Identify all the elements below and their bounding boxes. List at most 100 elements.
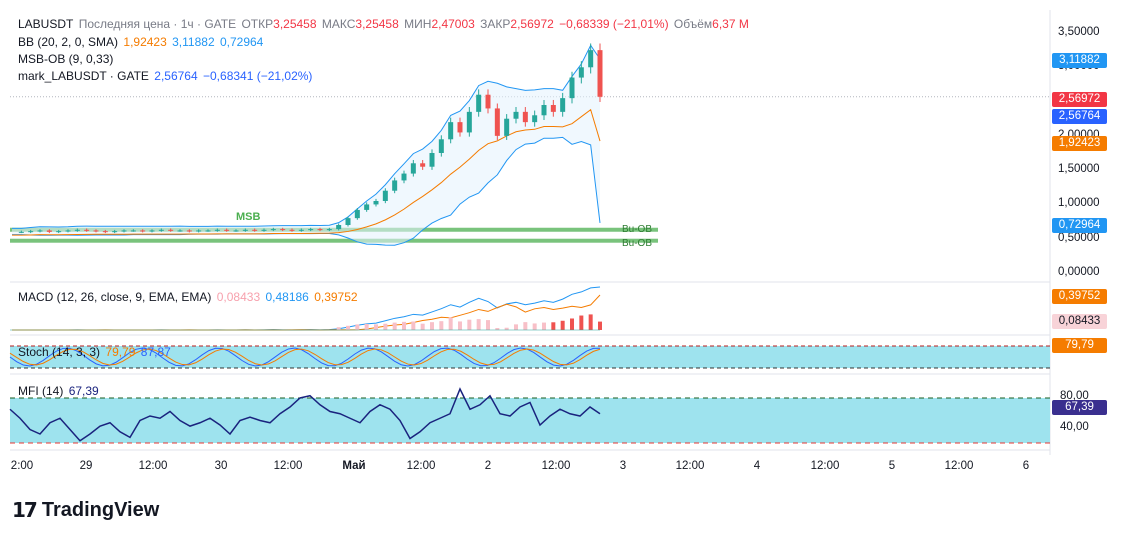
macd-histogram-bar: [420, 323, 425, 330]
msb-label: MSB: [236, 211, 261, 223]
candle-body: [541, 105, 547, 116]
candle-body: [588, 50, 594, 68]
candle-body: [466, 111, 472, 133]
bu-ob-label: Bu-OB: [622, 238, 652, 249]
legend-bb[interactable]: BB (20, 2, 0, SMA) 1,92423 3,11882 0,729…: [18, 35, 265, 49]
legend-msb[interactable]: MSB-OB (9, 0,33): [18, 52, 115, 66]
candle-body: [168, 229, 174, 231]
macd-histogram-bar: [374, 324, 378, 330]
macd-histogram-bar: [448, 317, 453, 330]
macd-histogram-bar: [346, 325, 350, 330]
tradingview-logo[interactable]: 17 TradingView: [12, 498, 159, 522]
high-value: 3,25458: [355, 17, 399, 31]
price-tick-label: 3,50000: [1058, 26, 1100, 38]
time-tick-label: 3: [620, 460, 626, 472]
mark-value: 2,56764: [154, 69, 198, 83]
candle-body: [233, 230, 239, 232]
candle-body: [476, 94, 482, 112]
legend-macd[interactable]: MACD (12, 26, close, 9, EMA, EMA) 0,0843…: [18, 290, 360, 304]
msb-label: MSB-OB (9, 0,33): [18, 52, 114, 66]
time-tick-label: 12:00: [274, 460, 303, 472]
mfi-tag: 67,39: [1052, 400, 1107, 415]
macd-histogram-bar: [532, 323, 537, 330]
candle-body: [65, 230, 71, 232]
volume-label: Объём: [673, 17, 713, 31]
candle-body: [522, 111, 528, 123]
macd-histogram-bar: [467, 319, 472, 330]
bb-basis-tag: 1,92423: [1052, 136, 1107, 151]
candle-body: [130, 230, 136, 232]
candle-body: [93, 230, 99, 232]
candle-body: [429, 153, 435, 167]
candle-body: [224, 229, 230, 231]
stoch-tag: 79,79: [1052, 338, 1107, 353]
macd-histogram-bar: [542, 322, 546, 330]
candle-body: [84, 229, 90, 231]
candle-body: [261, 229, 267, 231]
close-value: 2,56972: [510, 17, 554, 31]
time-tick-label: 29: [80, 460, 93, 472]
macd-histogram-bar: [336, 327, 341, 330]
stoch-k-line: [9, 347, 601, 367]
time-tick-label: 4: [754, 460, 761, 472]
candle-body: [597, 50, 603, 97]
time-tick-label: 12:00: [139, 460, 168, 472]
candle-body: [158, 229, 164, 231]
price-pane: MSB Bu-OB Bu-OB: [10, 43, 1050, 249]
candle-body: [186, 230, 192, 232]
candle-body: [354, 209, 360, 219]
candle-body: [46, 230, 52, 232]
macd-histogram-bar: [579, 315, 584, 330]
candle-body: [214, 229, 220, 231]
low-label: МИН: [404, 17, 432, 31]
time-tick-label: 2: [485, 460, 491, 472]
candle-body: [308, 229, 314, 231]
bb-upper-value: 3,11882: [172, 35, 215, 49]
bb-lower-tag: 0,72964: [1052, 218, 1107, 233]
change-value: −0,68339 (−21,01%): [559, 17, 669, 31]
time-tick-label: 12:00: [407, 460, 436, 472]
candle-body: [102, 231, 108, 233]
close-label: ЗАКР: [480, 17, 511, 31]
macd-histogram-bar: [495, 328, 500, 330]
mfi-value: 67,39: [68, 384, 99, 398]
bb-lower-value: 0,72964: [219, 35, 264, 49]
symbol-label[interactable]: LABUSDT: [18, 17, 74, 31]
macd-histogram-bar: [560, 320, 565, 330]
candle-body: [140, 230, 146, 232]
mfi-pane: [9, 387, 1050, 444]
bb-fill: [12, 45, 600, 246]
volume-value: 6,37 M: [712, 17, 749, 31]
candle-body: [513, 111, 519, 119]
legend-mfi[interactable]: MFI (14) 67,39: [18, 384, 101, 398]
candle-body: [485, 94, 491, 109]
candle-body: [196, 230, 202, 232]
bb-upper-line: [12, 44, 601, 229]
macd-pane: [10, 286, 602, 331]
bb-label: BB (20, 2, 0, SMA): [18, 35, 119, 49]
candle-body: [149, 230, 155, 232]
legend-stoch[interactable]: Stoch (14, 3, 3) 79,79 87,87: [18, 345, 173, 359]
candle-body: [504, 118, 510, 136]
candle-body: [550, 105, 556, 112]
macd-histogram-bar: [598, 321, 602, 330]
stoch-band: [10, 346, 1050, 368]
macd-histogram-bar: [411, 321, 416, 330]
legend-mark[interactable]: mark_LABUSDT · GATE 2,56764 −0,68341 (−2…: [18, 69, 314, 83]
time-tick-label: 6: [1023, 460, 1029, 472]
time-tick-label: 12:00: [811, 460, 840, 472]
macd-histogram-bar: [392, 322, 397, 330]
stoch-k-value: 79,79: [105, 345, 136, 359]
macd-signal-tag: 0,39752: [1052, 289, 1107, 304]
price-tick-label: 1,00000: [1058, 197, 1100, 210]
open-value: 3,25458: [273, 17, 317, 31]
candle-body: [252, 229, 258, 231]
macd-histogram-bar: [430, 322, 434, 330]
time-axis: 2:00 29 12:00 30 12:00 Май 12:00 2 12:00 3 12:00 4 1…: [11, 460, 1029, 472]
candle-body: [205, 230, 211, 232]
stoch-d-line: [9, 348, 601, 366]
candle-body: [420, 163, 426, 167]
time-tick-label: 30: [215, 460, 228, 472]
candle-body: [532, 115, 538, 123]
